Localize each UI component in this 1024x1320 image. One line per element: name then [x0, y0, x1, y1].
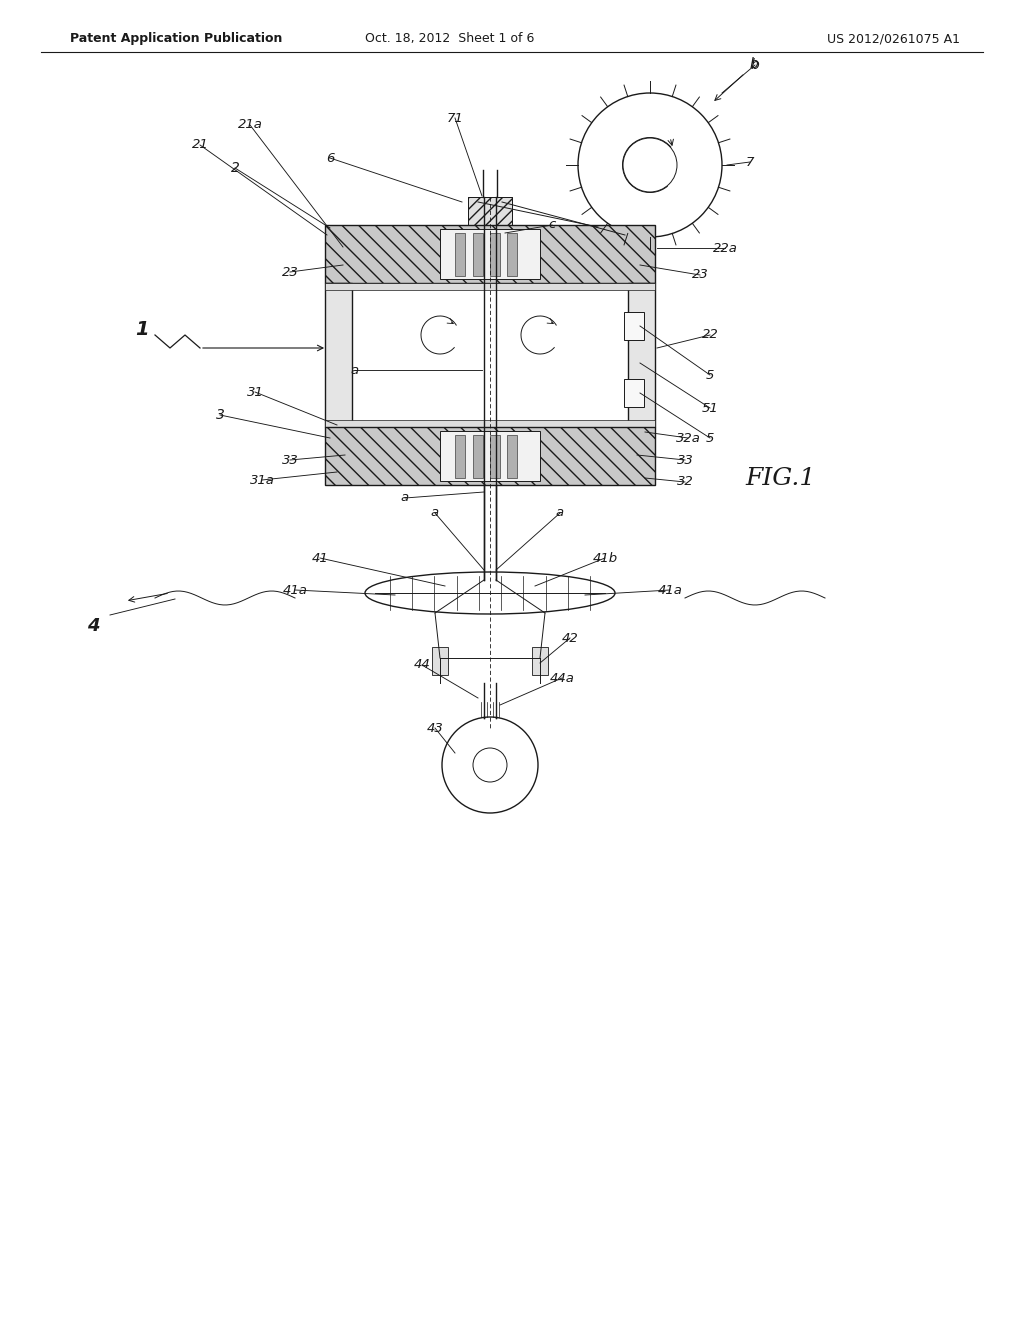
Text: 41a: 41a	[657, 583, 682, 597]
Text: 41b: 41b	[593, 552, 617, 565]
Text: 42: 42	[561, 631, 579, 644]
Bar	[432, 647, 449, 675]
Text: 71: 71	[446, 111, 464, 124]
Text: b: b	[750, 57, 759, 71]
Text: 5: 5	[706, 368, 714, 381]
Bar	[325, 224, 655, 282]
Text: 31a: 31a	[250, 474, 274, 487]
Text: 21: 21	[191, 139, 208, 152]
Bar	[325, 282, 655, 290]
Bar	[473, 234, 483, 276]
Text: 22: 22	[701, 329, 719, 342]
Bar	[325, 282, 352, 426]
Text: Oct. 18, 2012  Sheet 1 of 6: Oct. 18, 2012 Sheet 1 of 6	[366, 32, 535, 45]
Text: 1: 1	[135, 319, 148, 339]
Text: 6: 6	[326, 152, 334, 165]
Text: 33: 33	[677, 454, 693, 466]
Text: 2: 2	[230, 161, 240, 176]
Bar	[455, 436, 465, 478]
Bar	[468, 197, 512, 224]
Bar	[507, 436, 517, 478]
Text: 43: 43	[427, 722, 443, 734]
Text: Patent Application Publication: Patent Application Publication	[70, 32, 283, 45]
Text: 21a: 21a	[238, 119, 262, 132]
Text: 32: 32	[677, 475, 693, 488]
Text: 22a: 22a	[713, 242, 737, 255]
Text: 44: 44	[414, 659, 430, 672]
Text: 33: 33	[282, 454, 298, 466]
Bar	[507, 234, 517, 276]
Text: c: c	[549, 219, 556, 231]
Text: US 2012/0261075 A1: US 2012/0261075 A1	[827, 32, 961, 45]
Text: FIG.1: FIG.1	[745, 467, 815, 490]
Text: 51: 51	[701, 401, 719, 414]
Bar	[624, 312, 644, 341]
Bar	[440, 228, 540, 279]
Text: 23: 23	[691, 268, 709, 281]
Bar	[628, 282, 655, 426]
Text: 44a: 44a	[550, 672, 574, 685]
Bar	[325, 420, 655, 426]
Bar	[325, 426, 655, 484]
Text: 41a: 41a	[283, 583, 307, 597]
Bar	[440, 432, 540, 480]
Bar	[468, 197, 512, 224]
Bar	[532, 647, 548, 675]
Bar	[624, 379, 644, 407]
Text: 4: 4	[87, 616, 99, 635]
Text: 3: 3	[216, 408, 224, 422]
Text: a: a	[556, 507, 564, 520]
Bar	[490, 436, 500, 478]
Text: 32a: 32a	[676, 432, 700, 445]
Bar	[473, 436, 483, 478]
Bar	[325, 224, 655, 282]
Text: 41: 41	[311, 552, 329, 565]
Bar	[455, 234, 465, 276]
Text: 31: 31	[247, 385, 263, 399]
Text: b: b	[751, 58, 760, 73]
Text: 5: 5	[706, 432, 714, 445]
Text: a: a	[431, 507, 439, 520]
Bar	[490, 234, 500, 276]
Text: 23: 23	[282, 265, 298, 279]
Text: a: a	[401, 491, 409, 504]
Text: a: a	[351, 363, 359, 376]
Text: 7: 7	[745, 156, 755, 169]
Bar	[325, 426, 655, 484]
